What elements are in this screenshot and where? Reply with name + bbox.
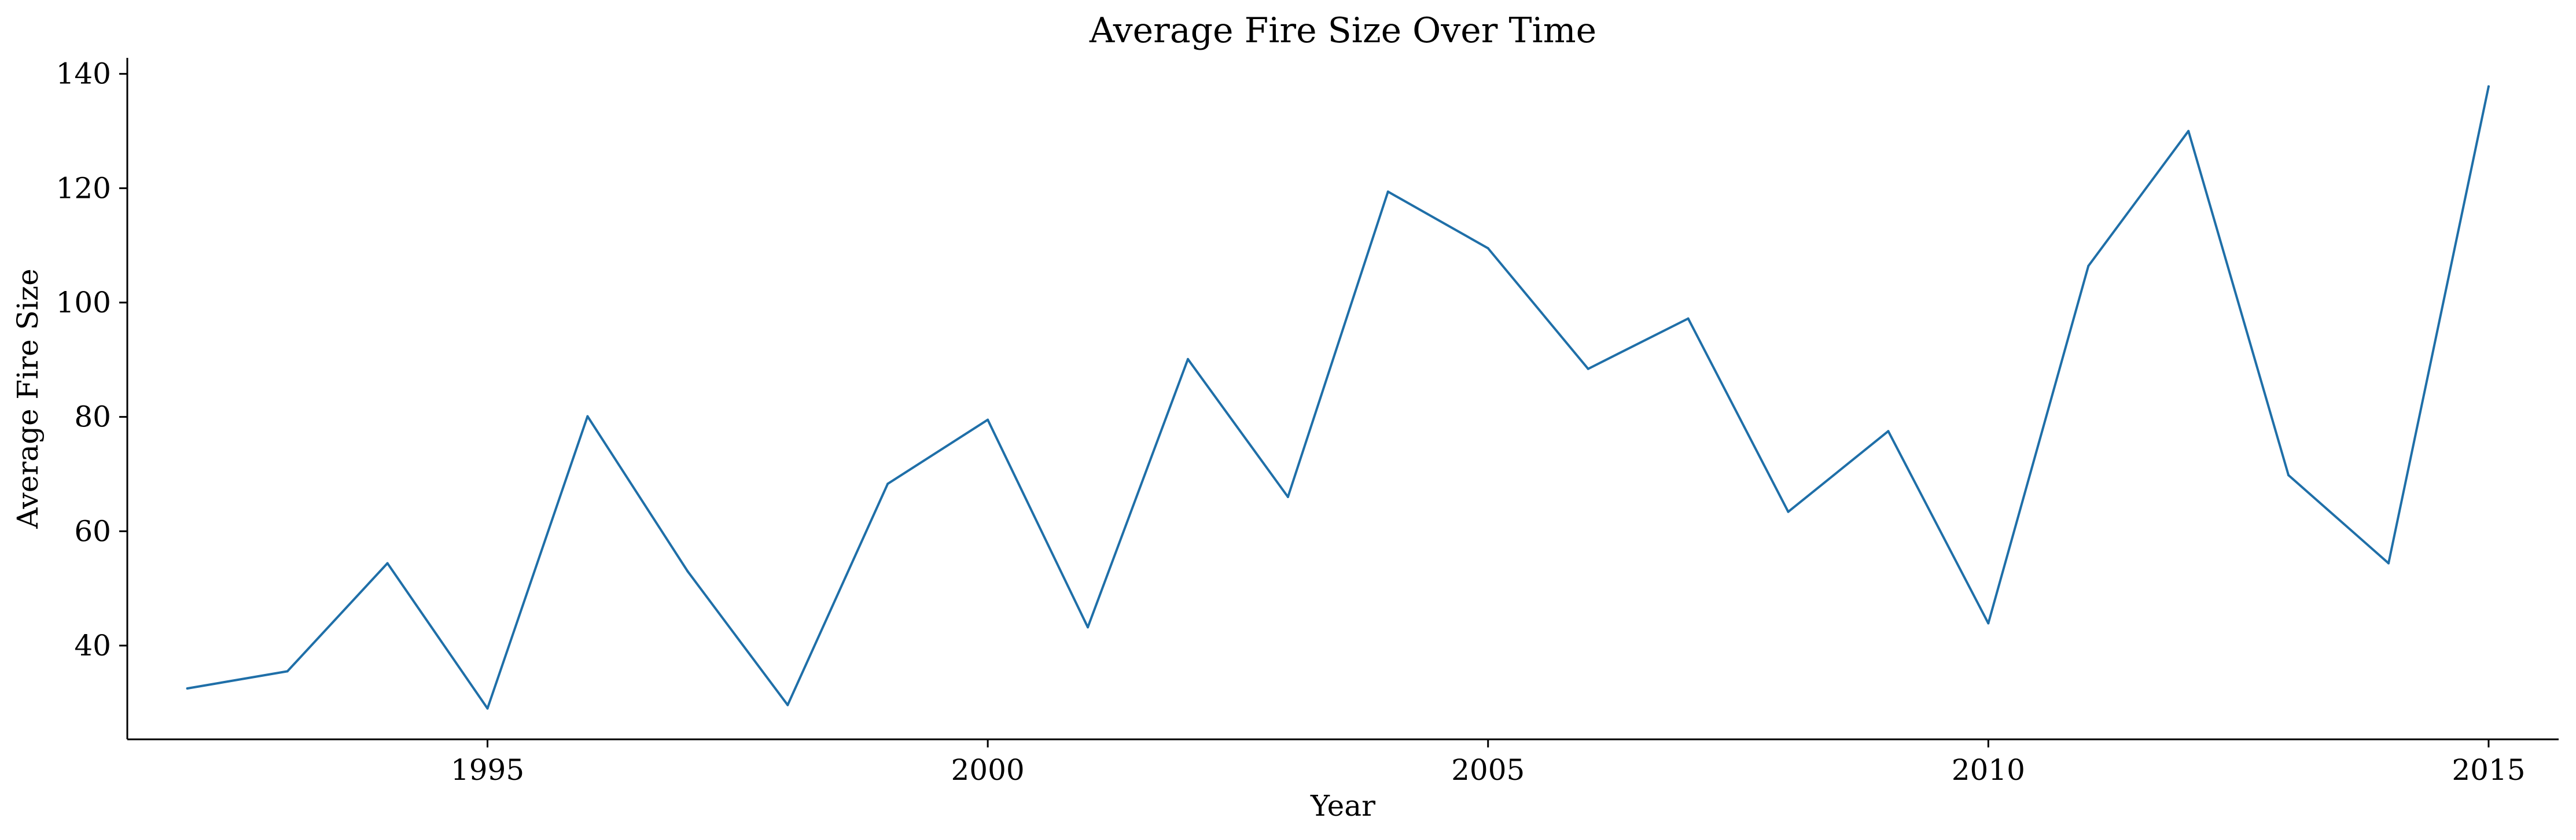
data-point — [1887, 430, 1890, 433]
data-point — [2487, 85, 2490, 88]
data-point — [1987, 622, 1990, 625]
plot-area — [186, 85, 2490, 710]
x-tick-label: 2015 — [2452, 753, 2525, 787]
y-axis-label: Average Fire Size — [11, 268, 45, 529]
data-point — [2087, 264, 2090, 267]
y-tick-label: 100 — [56, 286, 111, 319]
y-tick-label: 120 — [56, 171, 111, 205]
data-point — [1687, 317, 1690, 320]
y-tick-label: 80 — [74, 400, 111, 434]
data-point — [786, 703, 789, 706]
data-point — [1486, 247, 1489, 250]
data-point — [1186, 358, 1189, 360]
data-point — [586, 415, 589, 418]
x-tick-label: 2000 — [951, 753, 1025, 787]
chart-title: Average Fire Size Over Time — [1089, 10, 1596, 51]
x-axis-label: Year — [1310, 789, 1375, 823]
data-point — [2287, 474, 2290, 477]
data-point — [2187, 130, 2190, 132]
y-tick-label: 140 — [56, 57, 111, 91]
data-point — [286, 670, 289, 673]
data-point — [886, 482, 889, 485]
data-point — [2387, 562, 2390, 565]
x-axis-ticks: 1995 2000 2005 2010 2015 — [451, 739, 2526, 787]
data-point — [1587, 367, 1589, 370]
data-point — [1286, 495, 1289, 498]
x-tick-label: 2005 — [1451, 753, 1525, 787]
y-tick-label: 60 — [74, 514, 111, 548]
data-point — [686, 570, 689, 573]
data-point — [1386, 190, 1389, 193]
data-point — [987, 418, 989, 421]
series-line — [186, 85, 2490, 710]
y-tick-label: 40 — [74, 629, 111, 662]
data-point — [486, 707, 489, 710]
data-point — [1787, 510, 1790, 513]
data-point — [186, 687, 189, 690]
data-point — [386, 562, 389, 565]
x-tick-label: 1995 — [451, 753, 524, 787]
data-point — [1087, 626, 1090, 629]
y-axis-ticks: 40 60 80 100 120 140 — [56, 57, 127, 662]
x-tick-label: 2010 — [1952, 753, 2025, 787]
